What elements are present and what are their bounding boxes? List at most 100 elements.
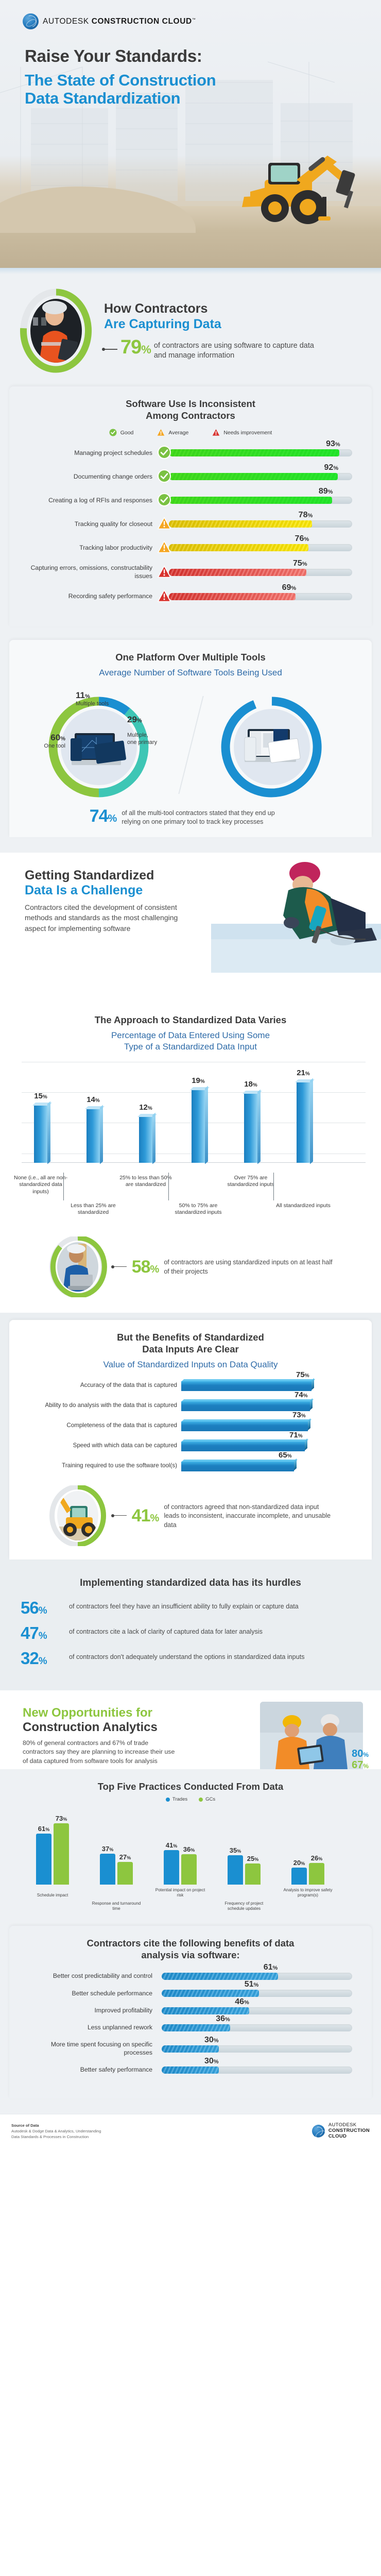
- list-item: 32% of contractors don't adequately under…: [0, 1650, 381, 1667]
- check-circle-icon: [158, 469, 172, 484]
- callout-multiple-one-primary-value: 29%: [127, 715, 142, 725]
- approach-subheading-line1: Percentage of Data Entered Using Some: [111, 1030, 270, 1041]
- bar-value: 78%: [298, 511, 313, 520]
- capturing-title-line2: Are Capturing Data: [104, 317, 221, 332]
- opportunities-badges: 80% 67%: [352, 1748, 369, 1771]
- bar-track: 61%: [162, 1963, 352, 1980]
- bar-value: 74%: [295, 1390, 308, 1399]
- grouped-bar-gcs: 27%: [117, 1853, 133, 1885]
- one-platform-heading: One Platform Over Multiple Tools: [115, 651, 266, 663]
- bar-value: 25%: [247, 1855, 259, 1863]
- autodesk-logo-icon: [23, 13, 39, 29]
- bar-value: 69%: [282, 583, 297, 592]
- analysis-benefits-heading: Contractors cite the following benefits …: [16, 1937, 365, 1961]
- bar-value: 20%: [293, 1859, 305, 1867]
- bar-track: 92%: [169, 463, 352, 481]
- approach-subheading: Percentage of Data Entered Using Some Ty…: [0, 1030, 381, 1053]
- column-body: [297, 1082, 310, 1163]
- hero-subtitle-line1: The State of Construction: [25, 71, 216, 89]
- bar-value: 36%: [183, 1845, 195, 1854]
- capturing-data-section: How Contractors Are Capturing Data 79% o…: [0, 268, 381, 853]
- footer-logo-line1: AUTODESK: [328, 2122, 357, 2128]
- bar-label: Ability to do analysis with the data tha…: [45, 1402, 178, 1409]
- grouped-bar-trades: 35%: [228, 1846, 243, 1885]
- grouped-bar-trades: 20%: [291, 1859, 307, 1885]
- bar-value: 76%: [295, 534, 309, 544]
- excavator-illustration: [242, 156, 355, 224]
- callout-one-tool-value: 60%: [50, 732, 65, 742]
- bar-value: 73%: [55, 1815, 67, 1823]
- opportunities-badge-trade: 67%: [352, 1759, 369, 1771]
- top-five-heading: Top Five Practices Conducted From Data: [97, 1781, 284, 1792]
- category-label: 50% to 75% are standardized inputs: [175, 1202, 222, 1216]
- capturing-stat-text: of contractors are using software to cap…: [153, 342, 314, 360]
- excavator-circle-photo: [49, 1485, 106, 1546]
- bar-fill: [181, 1401, 310, 1411]
- column-value: 12%: [139, 1103, 152, 1112]
- callout-multiple-one-primary: 29% Multiple, one primary: [127, 707, 157, 747]
- callout-one-tool: 60% One tool: [18, 732, 65, 750]
- category-label: None (i.e., all are non-standardized dat…: [14, 1174, 67, 1195]
- table-row: Completeness of the data that is capture…: [16, 1411, 358, 1431]
- bar-track: 36%: [162, 2014, 352, 2031]
- table-row: Speed with which data can be captured 71%: [16, 1431, 358, 1451]
- bar-value: 71%: [289, 1430, 303, 1439]
- single-platform-donut-icon: [221, 697, 322, 798]
- bar-track: 51%: [162, 1980, 352, 1997]
- opportunities-title-line2: Construction Analytics: [23, 1720, 158, 1734]
- bar-fill: [162, 2007, 250, 2014]
- legend-item-needs-improvement: Needs improvement: [212, 429, 272, 436]
- bar-value: 61%: [38, 1825, 50, 1833]
- column-body: [192, 1090, 205, 1163]
- opportunities-section: New Opportunities for Construction Analy…: [0, 1690, 381, 1783]
- bar-value: 93%: [326, 439, 340, 449]
- legend-label-average: Average: [168, 429, 189, 436]
- hurdle-text: of contractors feel they have an insuffi…: [69, 1603, 299, 1611]
- bar-fill: [162, 2024, 231, 2031]
- single-platform-donut-col: [193, 685, 363, 803]
- category-label: Over 75% are standardized inputs: [227, 1174, 274, 1188]
- bar-fill: [169, 449, 340, 457]
- challenge-section: Getting Standardized Data Is a Challenge…: [0, 853, 381, 1313]
- bar-track: 65%: [181, 1451, 358, 1471]
- benefits-bar-chart: Accuracy of the data that is captured 75%…: [16, 1370, 365, 1471]
- check-circle-icon: [158, 446, 172, 460]
- column-bar: 15%: [34, 1092, 47, 1163]
- brand-word-construction-cloud: CONSTRUCTION CLOUD: [91, 16, 192, 26]
- bar-fill: [162, 2066, 219, 2074]
- bar-label: Improved profitability: [94, 2006, 152, 2014]
- bar-fill: [162, 1990, 259, 1997]
- bar-track: 30%: [162, 2036, 352, 2053]
- grouped-bar-gcs: 26%: [309, 1854, 324, 1885]
- list-item: 47% of contractors cite a lack of clarity…: [0, 1624, 381, 1641]
- analysis-benefits-heading-line2: analysis via software:: [141, 1950, 240, 1961]
- bar-value: 46%: [235, 1997, 249, 2006]
- list-item: 56% of contractors feel they have an insu…: [0, 1599, 381, 1616]
- tick-line: [168, 1172, 169, 1200]
- grouped-bar-gcs: 25%: [245, 1855, 261, 1885]
- section-band: [0, 268, 381, 274]
- grouped-bar-gcs: 73%: [54, 1815, 69, 1885]
- column-value: 19%: [192, 1076, 205, 1085]
- benefits-heading: But the Benefits of Standardized Data In…: [16, 1331, 365, 1355]
- bar-track: 73%: [181, 1411, 358, 1431]
- category-label: Potential impact on project risk: [155, 1887, 205, 1897]
- bar-value: 37%: [101, 1845, 114, 1853]
- bar-label: Managing project schedules: [74, 449, 152, 456]
- warning-triangle-icon: [158, 540, 172, 555]
- column-bar: 18%: [244, 1080, 257, 1163]
- column-value: 15%: [34, 1091, 47, 1100]
- opportunities-badge-gc: 80%: [352, 1748, 369, 1760]
- hurdles-heading: Implementing standardized data has its h…: [80, 1577, 301, 1588]
- category-label: All standardized inputs: [276, 1202, 331, 1209]
- bar-label: Better safety performance: [80, 2065, 152, 2073]
- column-bar: 12%: [139, 1103, 152, 1163]
- bar-track: 75%: [181, 1370, 358, 1391]
- callout-multiple-tools: 11% Multiple tools: [76, 690, 109, 708]
- table-row: Recording safety performance 69%: [29, 583, 352, 604]
- worker-laptop-photo: [49, 1236, 107, 1297]
- grouped-bar-trades: 41%: [164, 1841, 179, 1885]
- tools-split-donut-icon: [48, 697, 149, 798]
- opportunities-title-line1: New Opportunities for: [23, 1706, 152, 1720]
- one-platform-card: One Platform Over Multiple Tools Average…: [9, 639, 372, 838]
